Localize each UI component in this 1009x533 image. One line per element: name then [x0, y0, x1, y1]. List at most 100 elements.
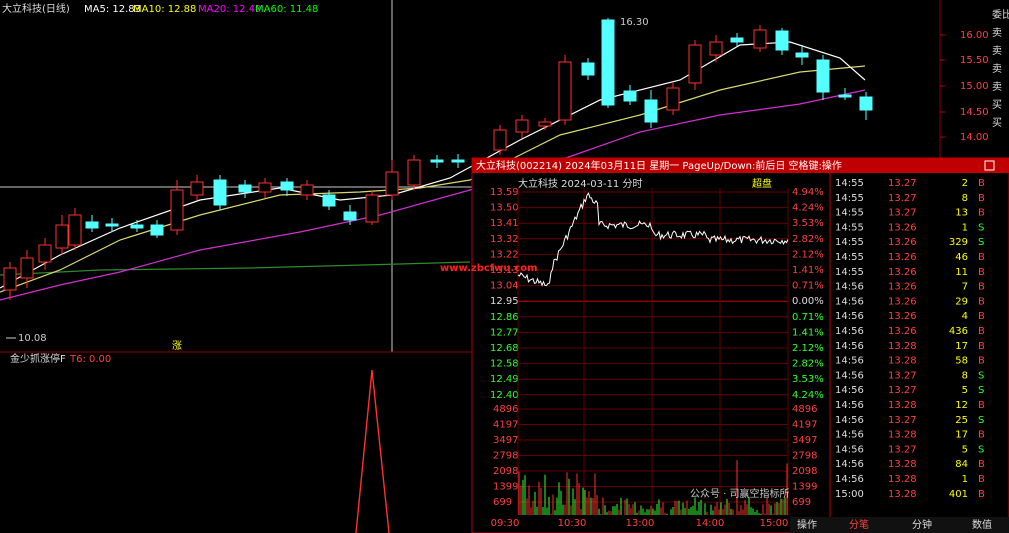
watermark: 公众号 · 司赢空指标所 — [690, 487, 790, 500]
trade-price: 13.27 — [888, 193, 917, 204]
trade-side: B — [978, 282, 985, 293]
trade-time: 14:56 — [835, 415, 864, 426]
trade-price: 13.26 — [888, 296, 917, 307]
trade-time: 14:56 — [835, 326, 864, 337]
popup-subtitle: 大立科技 2024-03-11 分时 — [518, 177, 642, 190]
trade-price: 13.27 — [888, 415, 917, 426]
trade-time: 14:55 — [835, 193, 864, 204]
pct-tick-label: 4.24% — [792, 390, 824, 401]
candle-body — [20, 257, 34, 279]
trade-time: 14:56 — [835, 370, 864, 381]
ma5 — [0, 41, 866, 289]
candle-body — [859, 96, 873, 111]
price-tick-label: 15.50 — [960, 55, 989, 66]
candle-body — [85, 221, 99, 229]
price-tick-label: 15.00 — [960, 81, 989, 92]
candle-body — [451, 159, 465, 163]
tab[interactable]: 分钟 — [912, 518, 932, 531]
candle-body — [68, 214, 82, 246]
trade-time: 14:55 — [835, 252, 864, 263]
trade-time: 14:56 — [835, 282, 864, 293]
tab[interactable]: 操作 — [797, 518, 817, 531]
trade-volume: 58 — [955, 356, 968, 367]
trade-side: B — [978, 430, 985, 441]
candle-body — [538, 121, 552, 127]
trade-volume: 5 — [962, 444, 968, 455]
trade-side: B — [978, 178, 985, 189]
pct-tick-label: 0.00% — [792, 296, 824, 307]
time-label: 13:00 — [626, 518, 655, 529]
pct-tick-label: 1.41% — [792, 265, 824, 276]
pct-tick-label: 0.71% — [792, 312, 824, 323]
side-label: 买 — [992, 117, 1002, 129]
ma-label: MA60: 11.48 — [255, 4, 318, 15]
trade-time: 14:56 — [835, 459, 864, 470]
candle-body — [493, 129, 507, 151]
trade-price: 13.28 — [888, 400, 917, 411]
price-tick-label: 12.49 — [490, 374, 519, 385]
candle-body — [753, 29, 767, 49]
low-label: 10.08 — [18, 333, 47, 344]
pct-tick-label: 4.24% — [792, 203, 824, 214]
candle-body — [558, 61, 572, 121]
intraday-line — [517, 192, 789, 287]
candle-body — [816, 59, 830, 93]
ma-label: MA5: 12.83 — [84, 4, 141, 15]
pct-tick-label: 2.82% — [792, 234, 824, 245]
ma20 — [0, 89, 866, 301]
candle-body — [150, 224, 164, 236]
trade-side: B — [978, 267, 985, 278]
candle-body — [795, 52, 809, 58]
trade-price: 13.27 — [888, 370, 917, 381]
tab[interactable]: 数值 — [972, 518, 992, 531]
trade-side: B — [978, 208, 985, 219]
time-label: 09:30 — [491, 518, 520, 529]
trade-volume: 29 — [955, 296, 968, 307]
trade-price: 13.26 — [888, 311, 917, 322]
indicator-title: 金少抓涨停F — [10, 352, 66, 365]
trade-time: 14:56 — [835, 474, 864, 485]
candle-body — [130, 224, 144, 229]
trade-price: 13.26 — [888, 222, 917, 233]
trade-volume: 401 — [949, 489, 968, 500]
volume-tick-label: 2098 — [493, 466, 518, 477]
volume-tick-label: 699 — [792, 497, 811, 508]
side-label: 卖 — [992, 27, 1002, 39]
trade-side: B — [978, 296, 985, 307]
candle-body — [775, 30, 789, 51]
ma-label: MA10: 12.88 — [133, 4, 196, 15]
trade-volume: 7 — [962, 282, 968, 293]
trade-side: S — [978, 444, 984, 455]
close-btn[interactable] — [984, 160, 995, 171]
trade-side: B — [978, 474, 985, 485]
trade-side: B — [978, 193, 985, 204]
trade-side: B — [978, 489, 985, 500]
overlay-button[interactable]: 超盘 — [752, 177, 772, 190]
price-tick-label: 12.86 — [490, 312, 519, 323]
volume-tick-label: 3497 — [792, 435, 817, 446]
trade-volume: 25 — [955, 415, 968, 426]
marker: 涨 — [172, 340, 182, 352]
price-tick-label: 16.00 — [960, 30, 989, 41]
trade-side: B — [978, 252, 985, 263]
trade-volume: 8 — [962, 193, 968, 204]
trade-price: 13.28 — [888, 459, 917, 470]
trade-time: 14:56 — [835, 385, 864, 396]
volume-tick-label: 3497 — [493, 435, 518, 446]
volume-tick-label: 2798 — [792, 451, 817, 462]
trade-price: 13.27 — [888, 178, 917, 189]
high-label: 16.30 — [620, 17, 649, 28]
trade-volume: 84 — [955, 459, 968, 470]
trade-price: 13.27 — [888, 208, 917, 219]
candle-body — [515, 119, 529, 133]
trade-price: 13.28 — [888, 356, 917, 367]
trade-price: 13.26 — [888, 326, 917, 337]
candle-body — [644, 99, 658, 123]
volume-tick-label: 2798 — [493, 451, 518, 462]
trade-price: 13.26 — [888, 237, 917, 248]
trade-time: 14:55 — [835, 222, 864, 233]
tab[interactable]: 分笔 — [849, 518, 869, 531]
candle-body — [666, 87, 680, 111]
